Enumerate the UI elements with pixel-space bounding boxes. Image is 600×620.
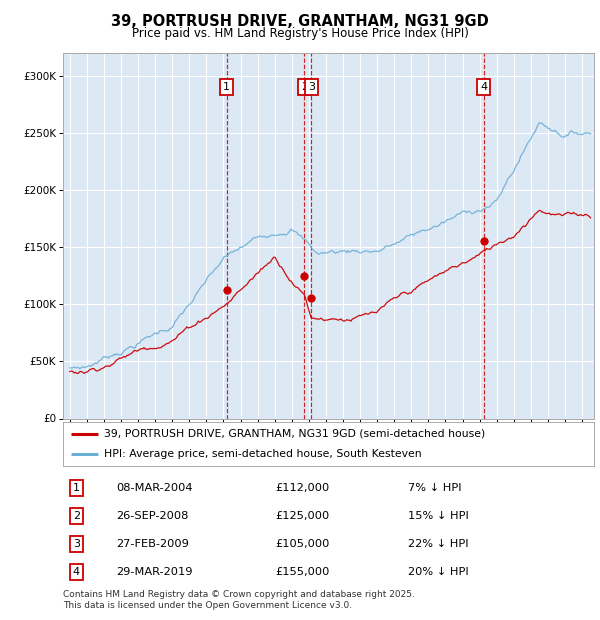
Text: 2: 2 [73,511,80,521]
Text: 27-FEB-2009: 27-FEB-2009 [116,539,189,549]
Text: HPI: Average price, semi-detached house, South Kesteven: HPI: Average price, semi-detached house,… [104,449,422,459]
Text: 29-MAR-2019: 29-MAR-2019 [116,567,193,577]
Text: £105,000: £105,000 [275,539,330,549]
Text: 4: 4 [73,567,80,577]
Text: 4: 4 [480,82,487,92]
Text: 39, PORTRUSH DRIVE, GRANTHAM, NG31 9GD (semi-detached house): 39, PORTRUSH DRIVE, GRANTHAM, NG31 9GD (… [104,428,485,439]
Text: £112,000: £112,000 [275,483,329,493]
Text: 1: 1 [73,483,80,493]
Text: 3: 3 [308,82,315,92]
Text: £155,000: £155,000 [275,567,330,577]
Text: 15% ↓ HPI: 15% ↓ HPI [408,511,469,521]
Text: 1: 1 [223,82,230,92]
Text: Price paid vs. HM Land Registry's House Price Index (HPI): Price paid vs. HM Land Registry's House … [131,27,469,40]
Text: £125,000: £125,000 [275,511,329,521]
Text: 2: 2 [301,82,308,92]
Text: 3: 3 [73,539,80,549]
Text: 22% ↓ HPI: 22% ↓ HPI [408,539,469,549]
Text: 39, PORTRUSH DRIVE, GRANTHAM, NG31 9GD: 39, PORTRUSH DRIVE, GRANTHAM, NG31 9GD [111,14,489,29]
Text: 7% ↓ HPI: 7% ↓ HPI [408,483,462,493]
Text: Contains HM Land Registry data © Crown copyright and database right 2025.
This d: Contains HM Land Registry data © Crown c… [63,590,415,609]
Text: 26-SEP-2008: 26-SEP-2008 [116,511,188,521]
Text: 20% ↓ HPI: 20% ↓ HPI [408,567,469,577]
Text: 08-MAR-2004: 08-MAR-2004 [116,483,193,493]
